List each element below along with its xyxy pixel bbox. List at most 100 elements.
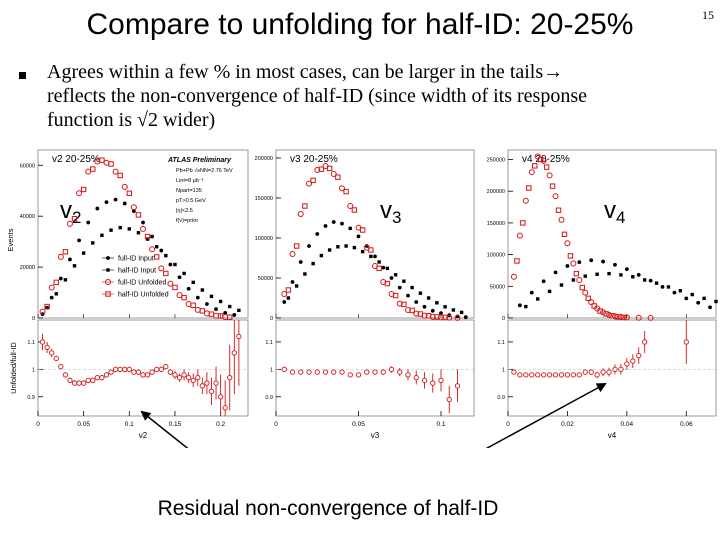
ratio-point bbox=[131, 369, 137, 375]
data-point bbox=[702, 296, 706, 301]
ratio-point bbox=[306, 369, 312, 375]
panel-big-label-sub: 3 bbox=[392, 208, 401, 227]
ratio-point bbox=[222, 405, 228, 411]
legend-label: half-ID Unfolded bbox=[118, 292, 169, 299]
data-point bbox=[222, 313, 229, 320]
data-point bbox=[520, 220, 526, 226]
data-point bbox=[103, 159, 110, 166]
data-point bbox=[588, 299, 595, 306]
data-point bbox=[121, 183, 128, 190]
data-point bbox=[112, 168, 119, 175]
data-point bbox=[168, 262, 173, 267]
data-point bbox=[583, 274, 587, 278]
top-plot-frame bbox=[37, 149, 249, 319]
right-arrow-icon: → bbox=[543, 61, 564, 83]
data-point bbox=[660, 285, 665, 289]
data-point bbox=[435, 301, 439, 305]
data-point bbox=[113, 197, 118, 202]
data-point bbox=[339, 185, 345, 192]
data-point bbox=[315, 232, 320, 236]
ratio-point bbox=[446, 396, 452, 403]
data-point bbox=[414, 300, 419, 304]
atlas-text-line: ATLAS Preliminary bbox=[167, 157, 232, 164]
data-point bbox=[208, 311, 215, 317]
y-tick-label: 250000 bbox=[487, 158, 505, 164]
data-point bbox=[182, 271, 186, 276]
data-point bbox=[173, 262, 177, 267]
data-point bbox=[430, 308, 435, 313]
bullet-line-3: function is √2 wider) bbox=[47, 109, 216, 131]
data-point bbox=[140, 225, 146, 232]
data-point bbox=[429, 313, 436, 320]
data-point bbox=[158, 265, 165, 272]
data-point bbox=[406, 293, 410, 298]
data-point bbox=[306, 180, 312, 187]
y-tick-label: 100000 bbox=[487, 253, 505, 259]
data-point bbox=[368, 247, 374, 253]
data-point bbox=[621, 314, 627, 321]
data-point bbox=[319, 253, 324, 258]
data-point bbox=[690, 292, 694, 297]
ratio-point bbox=[588, 369, 594, 375]
ratio-point bbox=[413, 374, 419, 381]
ratio-y-tick-label: 1.1 bbox=[27, 340, 35, 346]
data-point bbox=[344, 244, 348, 248]
ratio-point bbox=[236, 333, 242, 340]
data-point bbox=[422, 304, 427, 309]
series-half-id-unfolded bbox=[44, 157, 233, 320]
ratio-point bbox=[213, 380, 219, 386]
data-point bbox=[53, 279, 59, 286]
series-full-id-input bbox=[282, 220, 468, 320]
ratio-point bbox=[231, 350, 237, 356]
data-point bbox=[442, 314, 448, 321]
ratio-y-axis-label: Unfolded/full-ID bbox=[9, 342, 18, 394]
data-point bbox=[642, 278, 647, 282]
data-point bbox=[163, 270, 169, 277]
data-point bbox=[426, 296, 431, 300]
ratio-point bbox=[618, 366, 624, 373]
ratio-point bbox=[190, 377, 196, 383]
y-tick-label: 150000 bbox=[487, 221, 505, 227]
atlas-text-line: Pb+Pb √sNN=2.76 TeV bbox=[176, 167, 233, 174]
ratio-point bbox=[154, 366, 160, 373]
caption-arrows bbox=[140, 383, 607, 448]
ratio-point bbox=[85, 377, 91, 383]
data-point bbox=[516, 232, 523, 239]
data-point bbox=[540, 157, 547, 164]
series-full-id-input bbox=[517, 258, 712, 310]
data-point bbox=[195, 295, 200, 300]
data-point bbox=[76, 190, 83, 197]
ratio-point bbox=[39, 339, 46, 345]
data-point bbox=[44, 303, 50, 310]
data-point bbox=[340, 221, 344, 226]
x-tick-label: 0.15 bbox=[169, 421, 182, 428]
data-point bbox=[217, 313, 224, 319]
ratio-point bbox=[331, 369, 337, 375]
ratio-point bbox=[576, 372, 582, 378]
data-point bbox=[209, 294, 214, 299]
data-point bbox=[559, 283, 564, 287]
x-axis-label: v4 bbox=[608, 431, 617, 440]
ratio-point bbox=[529, 372, 535, 378]
ratio-point bbox=[612, 366, 618, 373]
data-point bbox=[326, 165, 333, 172]
ratio-point bbox=[636, 353, 642, 359]
data-point bbox=[66, 220, 73, 227]
data-point bbox=[311, 261, 315, 266]
x-axis-label: v2 bbox=[139, 431, 148, 440]
data-point bbox=[307, 244, 311, 248]
x-tick-label: 0.2 bbox=[216, 421, 225, 428]
data-point bbox=[555, 207, 562, 213]
data-point bbox=[425, 313, 432, 319]
data-point bbox=[396, 300, 403, 307]
data-point bbox=[232, 313, 237, 317]
panel-big-label-v: v bbox=[604, 197, 616, 224]
data-point bbox=[213, 312, 220, 319]
data-point bbox=[577, 260, 582, 265]
ratio-point bbox=[314, 369, 320, 375]
ratio-point bbox=[600, 369, 606, 375]
data-point bbox=[45, 306, 49, 310]
ratio-point bbox=[99, 374, 105, 381]
data-point bbox=[360, 249, 365, 254]
ratio-point bbox=[71, 380, 78, 386]
